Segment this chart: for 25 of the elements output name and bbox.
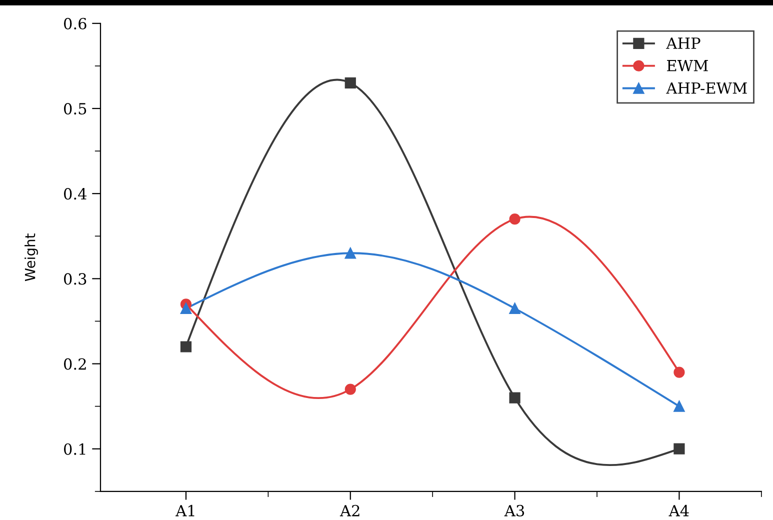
legend-label: AHP: [666, 38, 700, 49]
point: [180, 341, 192, 352]
y-axis-title: Weight: [24, 234, 38, 282]
point: [509, 214, 520, 225]
point: [180, 302, 192, 314]
y-tick-label: 0.6: [64, 18, 86, 30]
point: [674, 443, 685, 454]
y-tick-label: 0.2: [64, 358, 86, 370]
point: [344, 77, 356, 89]
legend-label: AHP-EWM: [666, 82, 747, 94]
legend-label: EWM: [667, 60, 708, 72]
x-tick-label: A3: [504, 504, 524, 516]
point: [674, 400, 685, 412]
x-tick-label: A4: [668, 504, 689, 516]
point: [674, 366, 685, 378]
y-tick-label: 0.1: [64, 443, 86, 455]
point: [344, 384, 356, 395]
point: [509, 302, 520, 314]
x-tick-label: A2: [340, 504, 360, 516]
x-tick-label: A1: [176, 504, 194, 516]
y-tick-label: 0.5: [64, 102, 86, 115]
point: [344, 248, 356, 259]
point: [509, 392, 520, 404]
y-tick-label: 0.3: [64, 273, 86, 285]
y-tick-label: 0.4: [64, 188, 87, 200]
